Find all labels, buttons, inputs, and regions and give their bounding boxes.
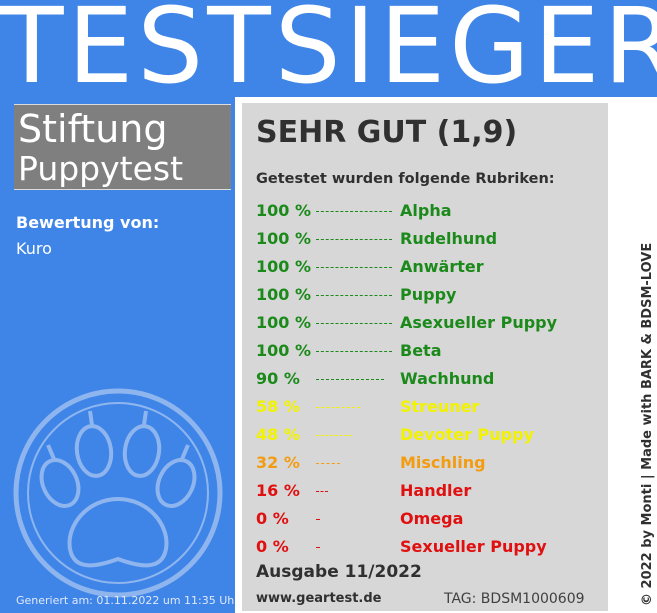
category-row: 0 % Sexueller Puppy <box>256 533 606 561</box>
category-percent: 100 % <box>256 341 311 360</box>
generated-timestamp: Generiert am: 01.11.2022 um 11:35 Uhr <box>16 594 235 607</box>
category-label: Streuner <box>400 397 480 416</box>
category-percent: 100 % <box>256 313 311 332</box>
categories-intro: Getestet wurden folgende Rubriken: <box>256 171 555 187</box>
category-row: 100 % Beta <box>256 337 606 365</box>
issue-label: Ausgabe 11/2022 <box>256 562 422 582</box>
rating-by-label: Bewertung von: <box>16 213 160 232</box>
category-row: 100 % Rudelhund <box>256 225 606 253</box>
category-row: 100 % Alpha <box>256 197 606 225</box>
category-percent: 0 % <box>256 509 289 528</box>
category-leader-line <box>316 435 352 436</box>
category-row: 100 % Asexueller Puppy <box>256 309 606 337</box>
category-percent: 100 % <box>256 229 311 248</box>
copyright-credit: © 2022 by Monti | Made with BARK & BDSM-… <box>640 242 655 606</box>
website-link[interactable]: www.geartest.de <box>256 591 382 606</box>
category-label: Devoter Puppy <box>400 425 534 444</box>
rater-name: Kuro <box>16 239 52 258</box>
category-label: Handler <box>400 481 472 500</box>
testsieger-banner: TESTSIEGER <box>0 0 657 97</box>
paw-icon <box>13 388 223 598</box>
category-label: Sexueller Puppy <box>400 537 547 556</box>
category-leader-line <box>316 379 384 380</box>
category-row: 90 % Wachhund <box>256 365 606 393</box>
category-label: Rudelhund <box>400 229 498 248</box>
category-percent: 90 % <box>256 369 300 388</box>
category-label: Beta <box>400 341 442 360</box>
banner-title: TESTSIEGER <box>0 0 657 97</box>
category-leader-line <box>316 267 392 268</box>
category-percent: 100 % <box>256 285 311 304</box>
category-label: Omega <box>400 509 464 528</box>
category-leader-line <box>316 211 392 212</box>
category-leader-line <box>316 351 392 352</box>
category-percent: 100 % <box>256 201 311 220</box>
category-leader-line <box>316 295 392 296</box>
category-list: 100 % Alpha 100 % Rudelhund 100 % Anwärt… <box>256 197 606 561</box>
logo-line-1: Stiftung <box>18 107 168 151</box>
category-leader-line <box>316 547 320 548</box>
category-percent: 48 % <box>256 425 300 444</box>
category-percent: 0 % <box>256 537 289 556</box>
category-row: 58 % Streuner <box>256 393 606 421</box>
category-label: Wachhund <box>400 369 495 388</box>
category-label: Asexueller Puppy <box>400 313 558 332</box>
grade-heading: SEHR GUT (1,9) <box>256 115 518 150</box>
category-leader-line <box>316 463 340 464</box>
stiftung-logo: Stiftung Puppytest <box>14 104 231 190</box>
category-leader-line <box>316 407 360 408</box>
category-percent: 16 % <box>256 481 300 500</box>
category-row: 16 % Handler <box>256 477 606 505</box>
result-panel: SEHR GUT (1,9) Getestet wurden folgende … <box>242 103 608 611</box>
category-label: Alpha <box>400 201 452 220</box>
category-leader-line <box>316 323 392 324</box>
category-row: 100 % Anwärter <box>256 253 606 281</box>
left-panel: Stiftung Puppytest Bewertung von: Kuro G… <box>0 97 235 613</box>
category-row: 32 % Mischling <box>256 449 606 477</box>
category-row: 100 % Puppy <box>256 281 606 309</box>
logo-line-2: Puppytest <box>18 149 184 188</box>
category-label: Mischling <box>400 453 486 472</box>
category-percent: 100 % <box>256 257 311 276</box>
category-leader-line <box>316 239 392 240</box>
category-row: 0 % Omega <box>256 505 606 533</box>
category-label: Anwärter <box>400 257 484 276</box>
category-label: Puppy <box>400 285 457 304</box>
tag-id: TAG: BDSM1000609 <box>444 591 585 607</box>
category-row: 48 % Devoter Puppy <box>256 421 606 449</box>
category-percent: 58 % <box>256 397 300 416</box>
category-leader-line <box>316 519 320 520</box>
category-percent: 32 % <box>256 453 300 472</box>
category-leader-line <box>316 491 328 492</box>
